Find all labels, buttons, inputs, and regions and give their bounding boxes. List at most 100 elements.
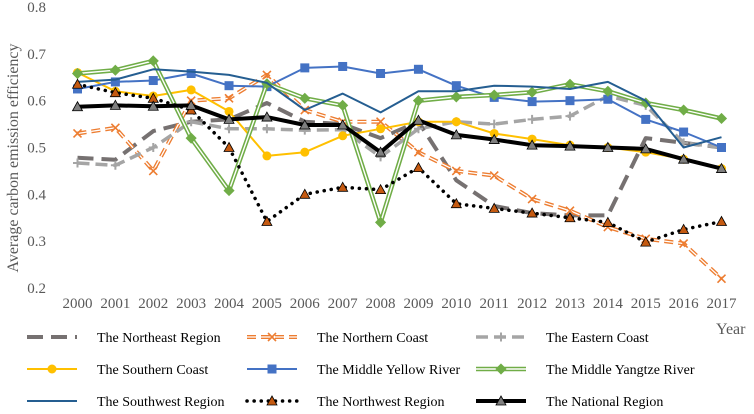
data-point <box>224 106 234 116</box>
data-point <box>413 64 423 74</box>
data-point <box>110 160 120 170</box>
data-point <box>186 69 196 79</box>
data-point <box>489 171 499 181</box>
data-point <box>266 395 278 406</box>
data-point <box>496 332 506 342</box>
data-point <box>109 86 122 98</box>
data-point <box>451 166 461 176</box>
data-point <box>73 158 82 168</box>
data-point <box>451 81 461 91</box>
legend-item-the-middle-yellow-river: The Middle Yellow River <box>247 363 460 378</box>
data-point <box>267 364 277 374</box>
x-tick-label: 2010 <box>441 296 471 312</box>
legend-label: The Northwest Region <box>317 395 445 410</box>
data-point <box>640 143 652 154</box>
y-tick-label: 0.7 <box>27 47 46 63</box>
x-tick-label: 2003 <box>176 296 206 312</box>
data-point <box>565 111 575 121</box>
data-point <box>299 188 311 199</box>
data-point <box>299 92 311 104</box>
data-point <box>148 143 158 152</box>
data-point <box>603 94 613 104</box>
data-point <box>148 76 158 86</box>
data-point <box>336 181 349 192</box>
series-line <box>77 103 722 171</box>
data-point <box>224 81 234 91</box>
data-point <box>527 97 537 107</box>
x-tick-label: 2001 <box>100 296 130 312</box>
data-point <box>602 141 614 152</box>
data-point <box>450 197 463 209</box>
data-point <box>374 146 387 157</box>
data-point <box>450 91 462 103</box>
data-point <box>73 84 82 94</box>
data-point <box>641 114 651 124</box>
data-point <box>374 183 387 195</box>
data-point <box>489 128 499 138</box>
legend-label: The Middle Yellow River <box>317 363 460 378</box>
data-point <box>223 185 235 197</box>
data-point <box>565 206 575 216</box>
data-point <box>413 147 424 157</box>
data-point <box>678 104 690 116</box>
data-point <box>185 99 197 110</box>
legend-item-the-northern-coast: The Northern Coast <box>247 331 428 346</box>
data-point <box>261 111 273 122</box>
legend-label: The Southwest Region <box>97 395 225 410</box>
data-point <box>526 139 538 150</box>
data-point <box>262 151 272 161</box>
data-point <box>640 97 652 109</box>
data-point <box>489 119 499 129</box>
data-point <box>185 132 197 144</box>
data-point <box>679 127 689 137</box>
legend-label: The National Region <box>546 395 663 410</box>
data-point <box>488 89 500 101</box>
series-line <box>77 68 722 149</box>
y-tick-label: 0.5 <box>27 141 46 157</box>
plot-area <box>71 55 728 284</box>
x-tick-label: 2011 <box>479 296 508 312</box>
data-point <box>526 86 538 98</box>
data-point <box>527 194 537 204</box>
x-tick-label: 2015 <box>631 296 661 312</box>
x-tick-label: 2016 <box>669 296 700 312</box>
series-line <box>77 65 722 149</box>
x-tick-label: 2009 <box>403 296 433 312</box>
data-point <box>338 131 348 141</box>
y-tick-label: 0.8 <box>27 0 46 16</box>
data-point <box>223 113 235 124</box>
y-tick-label: 0.6 <box>27 94 46 110</box>
data-point <box>602 85 614 97</box>
data-point <box>715 215 728 226</box>
data-point <box>338 61 348 71</box>
data-point <box>110 77 120 87</box>
data-point <box>640 236 652 247</box>
legend-item-the-northwest-region: The Northwest Region <box>245 395 445 410</box>
data-point <box>450 129 463 140</box>
x-tick-label: 2008 <box>366 296 396 312</box>
data-point <box>147 55 159 67</box>
data-point <box>495 395 507 406</box>
data-point <box>527 114 537 124</box>
data-point <box>71 100 84 112</box>
data-point <box>337 99 349 111</box>
series-line <box>75 82 724 244</box>
x-tick-label: 2014 <box>593 296 624 312</box>
data-point <box>224 124 234 134</box>
series-line-core <box>77 60 722 224</box>
legend-label: The Southern Coast <box>97 363 208 378</box>
y-axis-title: Average carbon emission efficiency <box>5 43 22 272</box>
data-point <box>488 202 500 213</box>
data-point <box>564 140 576 151</box>
data-point <box>186 117 196 127</box>
data-point <box>715 162 728 173</box>
x-tick-label: 2017 <box>707 296 738 312</box>
legend-label: The Middle Yangtze River <box>546 363 695 378</box>
data-point <box>677 223 690 234</box>
data-point <box>451 117 461 127</box>
x-tick-label: 2002 <box>138 296 168 312</box>
legend-item-the-southern-coast: The Southern Coast <box>27 363 208 378</box>
data-point <box>716 274 727 284</box>
data-point <box>223 141 235 152</box>
